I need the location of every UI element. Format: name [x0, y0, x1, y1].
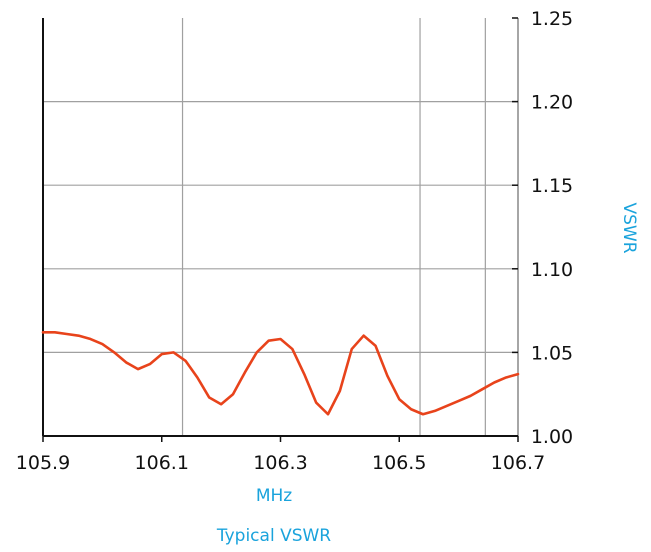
- y-axis-label: VSWR: [619, 202, 639, 253]
- y-tick-label: 1.10: [531, 259, 573, 281]
- grid-lines: [43, 18, 518, 436]
- y-tick-label: 1.00: [531, 426, 573, 448]
- x-tick-label: 106.3: [253, 452, 307, 474]
- x-axis-label: MHz: [256, 486, 292, 506]
- y-tick-label: 1.15: [531, 175, 573, 197]
- chart-title: Typical VSWR: [216, 526, 331, 546]
- x-tick-labels: 105.9 106.1 106.3 106.5 106.7: [16, 452, 545, 474]
- x-tick-label: 105.9: [16, 452, 70, 474]
- y-tick-labels: 1.00 1.05 1.10 1.15 1.20 1.25: [531, 8, 573, 448]
- axes: [42, 17, 519, 442]
- y-tick-label: 1.25: [531, 8, 573, 30]
- series-line-0: [41, 331, 520, 416]
- x-tick-label: 106.1: [135, 452, 189, 474]
- x-tick-label: 106.5: [372, 452, 426, 474]
- y-tick-label: 1.20: [531, 92, 573, 114]
- x-tick-label: 106.7: [491, 452, 545, 474]
- series-layer: [41, 331, 520, 416]
- y-tick-label: 1.05: [531, 342, 573, 364]
